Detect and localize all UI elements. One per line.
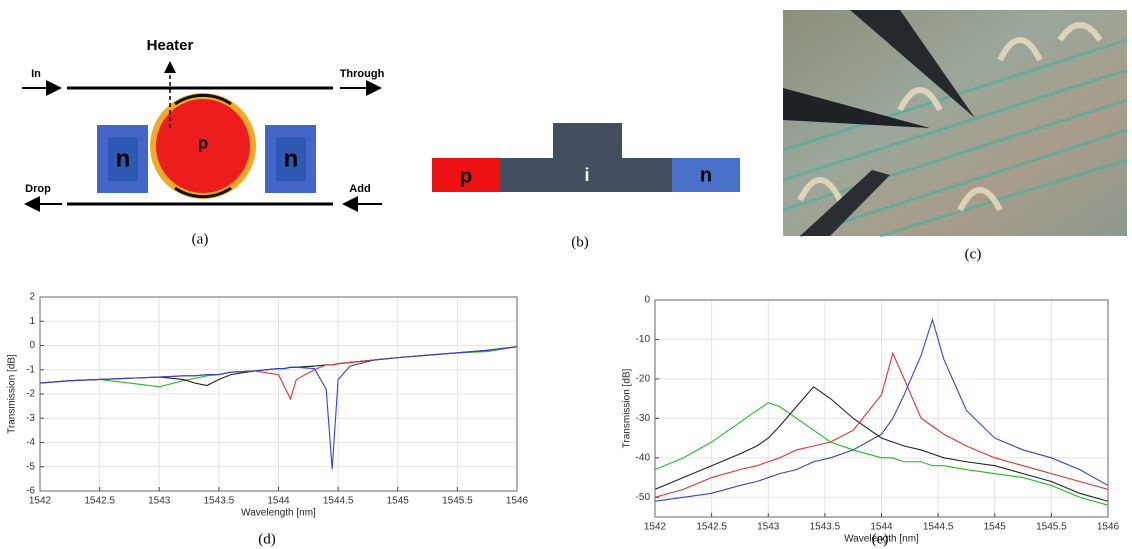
x-tick-label: 1546 — [1097, 522, 1120, 533]
data-line — [654, 386, 1109, 502]
y-tick-label: 2 — [29, 292, 35, 303]
data-line — [654, 317, 1109, 502]
x-tick-label: 1542.5 — [696, 522, 727, 533]
x-tick-label: 1542 — [29, 496, 52, 507]
n-core — [108, 137, 138, 181]
y-axis-label: Transmission [dB] — [7, 354, 18, 434]
region-label: i — [584, 165, 589, 185]
caption: (d) — [258, 531, 276, 547]
diagram-b: p i n (b) — [432, 123, 740, 250]
x-tick-label: 1542 — [644, 522, 667, 533]
x-tick-label: 1542.5 — [84, 496, 115, 507]
photo-c: (c) — [782, 10, 1128, 262]
x-tick-label: 1544.5 — [323, 496, 354, 507]
caption: (e) — [872, 531, 889, 547]
rib — [553, 123, 622, 159]
x-tick-label: 1545 — [387, 496, 410, 507]
diagram-a: Heater In Through Drop Add n p n (a) — [22, 37, 385, 247]
y-tick-label: -3 — [26, 413, 35, 424]
port-label: Drop — [25, 183, 51, 195]
caption: (b) — [571, 234, 589, 250]
probe — [800, 170, 890, 236]
contact — [174, 93, 232, 106]
y-tick-label: 1 — [29, 316, 35, 327]
x-axis-label: Wavelength [nm] — [241, 508, 316, 519]
caption: (a) — [192, 231, 209, 247]
y-tick-label: -5 — [26, 461, 35, 472]
x-tick-label: 1543 — [148, 496, 171, 507]
probe — [783, 88, 930, 128]
x-tick-label: 1543.5 — [204, 496, 235, 507]
plot-frame — [654, 299, 1109, 518]
y-tick-label: -30 — [636, 413, 651, 424]
p-region — [432, 158, 500, 192]
port-label: Add — [349, 183, 370, 195]
ring — [156, 99, 250, 193]
x-tick-label: 1544 — [870, 522, 893, 533]
port-label: Through — [340, 68, 385, 80]
y-tick-label: -6 — [26, 486, 35, 497]
x-tick-label: 1545.5 — [1036, 522, 1067, 533]
y-tick-label: -50 — [636, 492, 651, 503]
y-tick-label: 0 — [644, 295, 650, 306]
x-tick-label: 1545 — [984, 522, 1007, 533]
y-tick-label: -1 — [26, 364, 35, 375]
y-tick-label: 0 — [29, 340, 35, 351]
y-tick-label: -20 — [636, 374, 651, 385]
photo — [783, 10, 1127, 236]
y-tick-label: -2 — [26, 389, 35, 400]
doping-label: n — [284, 145, 299, 172]
region-label: n — [700, 164, 712, 186]
data-line — [654, 401, 1109, 506]
y-tick-label: -40 — [636, 452, 651, 463]
photo-pads — [797, 22, 1103, 212]
x-tick-label: 1544.5 — [923, 522, 954, 533]
region-label: p — [460, 165, 472, 187]
data-line — [39, 346, 518, 470]
y-tick-label: -4 — [26, 437, 35, 448]
x-tick-label: 1545.5 — [442, 496, 473, 507]
y-tick-label: -10 — [636, 334, 651, 345]
x-tick-label: 1544 — [267, 496, 290, 507]
i-region — [500, 158, 672, 192]
x-tick-label: 1543.5 — [810, 522, 841, 533]
data-line — [654, 351, 1109, 498]
y-axis-label: Transmission [dB] — [622, 368, 633, 448]
probe — [850, 10, 975, 118]
x-tick-label: 1543 — [757, 522, 780, 533]
caption: (c) — [965, 246, 982, 262]
plot-frame — [39, 296, 518, 492]
port-label: In — [31, 68, 41, 80]
heater-label: Heater — [147, 37, 194, 54]
doping-label: p — [198, 133, 208, 152]
x-tick-label: 1546 — [506, 496, 529, 507]
x-axis-label: Wavelength [nm] — [844, 534, 919, 545]
doping-label: n — [116, 145, 131, 172]
n-region — [672, 158, 740, 192]
contact — [174, 186, 232, 199]
n-core — [276, 137, 306, 181]
